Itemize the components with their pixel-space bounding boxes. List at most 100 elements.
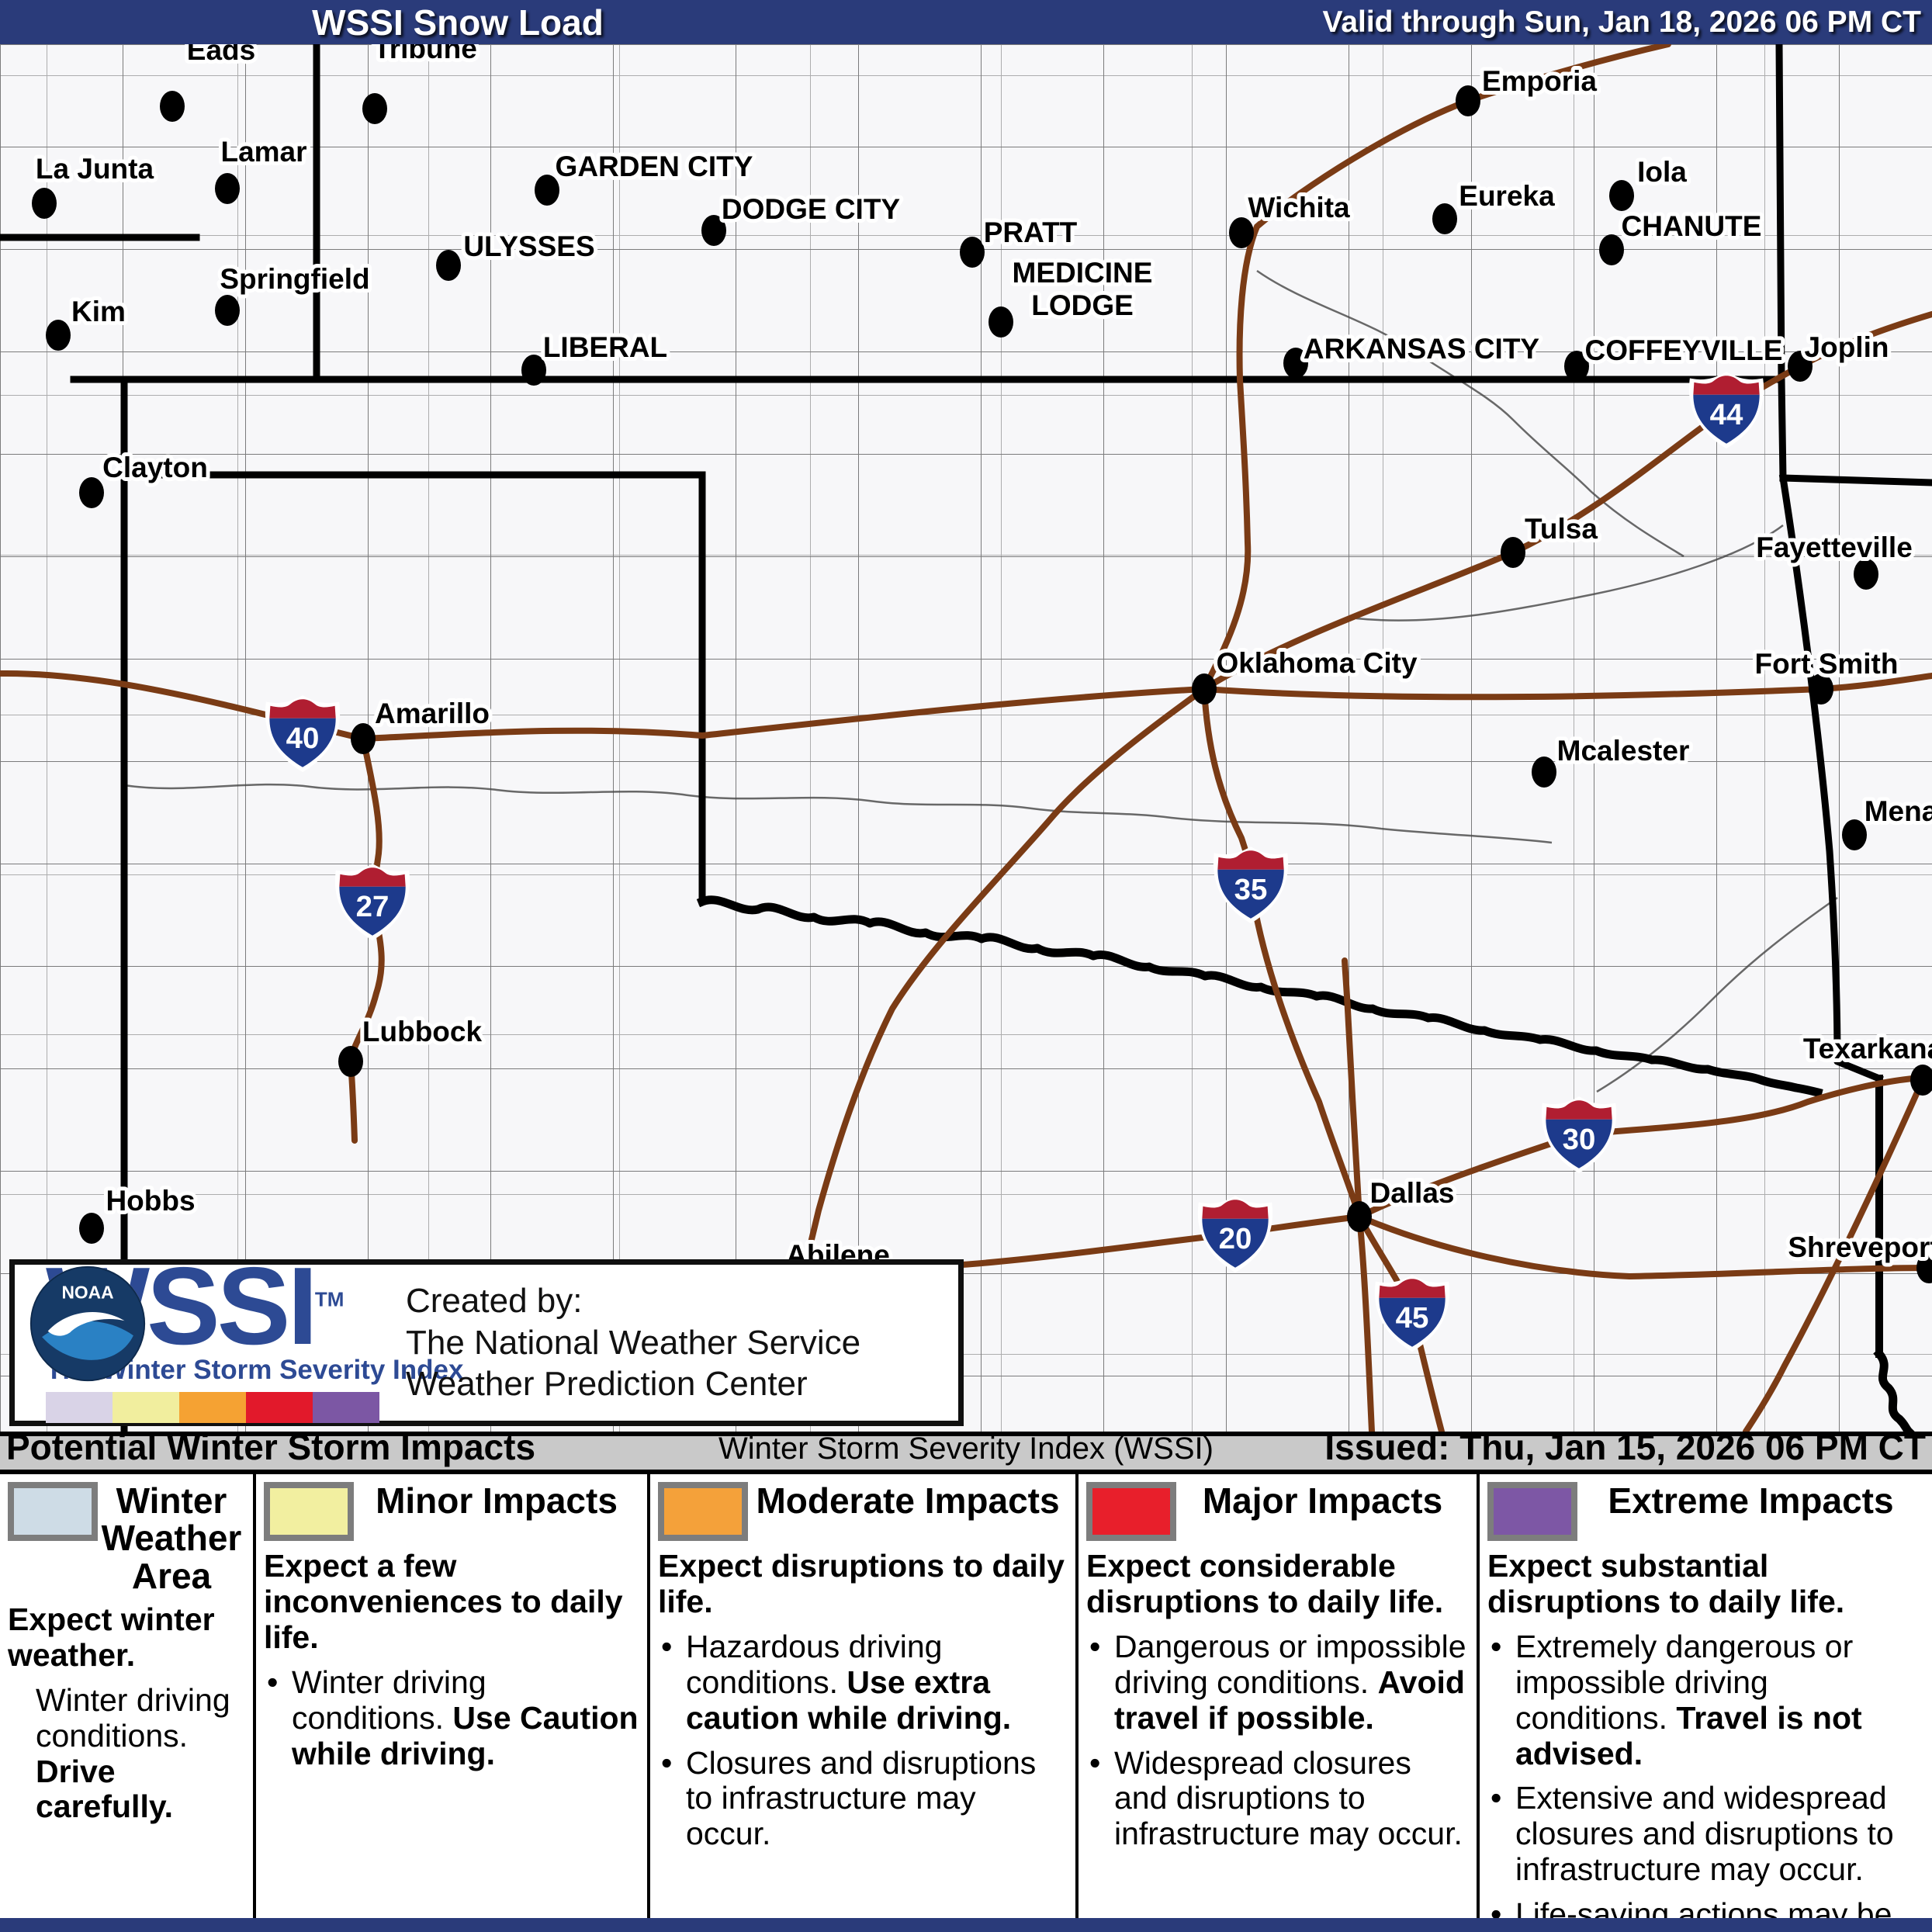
city: Amarillo <box>351 694 493 754</box>
city-dot <box>351 723 376 754</box>
legend-column-major-impacts: Major Impacts Expect considerable disrupt… <box>1079 1474 1480 1918</box>
city-dot <box>1916 1252 1932 1283</box>
city-label: GARDEN CITY <box>556 151 753 182</box>
legend-swatch <box>8 1482 98 1541</box>
legend-item: • Closures and disruptions to infrastruct… <box>658 1744 1068 1853</box>
severity-color-strip <box>46 1392 379 1424</box>
wssi-subtitle: Winter Storm Severity Index (WSSI) <box>718 1432 1214 1466</box>
shield-body-icon <box>1379 1297 1446 1347</box>
bullet-icon: • <box>1089 1628 1101 1664</box>
city: GARDEN CITY <box>535 147 757 206</box>
city: Eads <box>160 44 259 122</box>
interstate-shield: 27 <box>334 864 410 941</box>
legend-intro: Expect substantial disruptions to daily … <box>1487 1548 1845 1619</box>
city-dot <box>960 237 985 268</box>
shield-crown-icon <box>269 699 336 718</box>
city-dot <box>1347 1201 1372 1232</box>
legend-heading-row: Major Impacts <box>1086 1482 1469 1541</box>
city-label: Wichita <box>1248 192 1350 223</box>
city-dot <box>989 306 1013 338</box>
city-label: Mcalester <box>1557 735 1690 767</box>
legend-item-text: Life-saving actions may be needed. <box>1515 1896 1892 1918</box>
legend-item: • Winter driving conditions. Use Caution … <box>264 1664 639 1772</box>
shield-body-icon <box>1693 394 1760 444</box>
city-dot <box>79 477 104 508</box>
city-dot <box>160 91 185 122</box>
city-dot <box>1788 351 1813 382</box>
interstate-shield: 30 <box>1541 1096 1617 1174</box>
city: Hobbs <box>79 1181 199 1244</box>
interstate-number: 40 <box>286 722 320 755</box>
city-label: Tribune <box>373 44 477 64</box>
city-label: ARKANSAS CITY <box>1304 333 1540 365</box>
city: COFFEYVILLE <box>1564 331 1786 382</box>
legend-intro: Expect winter weather. <box>8 1601 215 1673</box>
city: Tribune <box>362 44 481 124</box>
legend-intro: Expect a few inconveniences to daily lif… <box>264 1548 623 1655</box>
legend-item: • Widespread closures and disruptions to … <box>1086 1744 1469 1853</box>
city-label: Fayetteville <box>1756 531 1913 563</box>
city-label: DODGE CITY <box>722 193 901 225</box>
legend-heading-row: Moderate Impacts <box>658 1482 1068 1541</box>
city: Fayetteville <box>1752 528 1916 590</box>
city: PRATT <box>960 213 1082 268</box>
map-area: 44 40 27 35 30 20 45 Eads Tribune La Junta Lamar GA… <box>0 44 1932 1432</box>
shield-body-icon <box>339 886 406 936</box>
city-dot <box>1501 537 1525 568</box>
noaa-logo: NOAA <box>29 1265 146 1382</box>
city: ULYSSES <box>436 227 599 281</box>
city: Oklahoma City <box>1192 643 1421 705</box>
valid-through-text: Valid through Sun, Jan 18, 2026 06 PM CT <box>1322 5 1921 39</box>
legend-item-text: Extensive and widespread closures and di… <box>1515 1780 1894 1888</box>
interstate-shield: 35 <box>1213 847 1289 924</box>
interstate-number: 35 <box>1234 873 1268 906</box>
created-by-block: Created by: The National Weather Service… <box>406 1280 860 1405</box>
severity-color-swatch <box>179 1392 246 1424</box>
city-label: Kim <box>71 296 126 327</box>
legend-item: • Extensive and widespread closures and d… <box>1487 1781 1924 1888</box>
bullet-icon: • <box>267 1664 279 1700</box>
shield-body-icon <box>1546 1119 1612 1169</box>
city-dot <box>338 1046 363 1077</box>
city-dot <box>79 1213 104 1244</box>
city: Joplin <box>1788 327 1892 382</box>
footer-bar <box>0 1918 1932 1932</box>
severity-color-swatch <box>313 1392 379 1424</box>
city: La Junta <box>32 149 158 219</box>
page-title: WSSI Snow Load <box>312 2 604 43</box>
bullet-icon: • <box>1089 1744 1101 1781</box>
road-i35 <box>1200 44 1671 1432</box>
shield-crown-icon <box>339 867 406 887</box>
city-label: Emporia <box>1482 65 1597 97</box>
legend-intro: Expect considerable disruptions to daily… <box>1086 1548 1444 1619</box>
city-dot <box>362 93 387 124</box>
city: MEDICINE LODGE <box>989 253 1156 338</box>
legend-heading: Minor Impacts <box>376 1480 618 1521</box>
city-label: CHANUTE <box>1622 210 1762 242</box>
legend-item-text: Hazardous driving conditions. <box>686 1628 943 1700</box>
road-i30 <box>1356 1074 1932 1220</box>
city: Fort Smith <box>1751 644 1902 705</box>
shield-crown-icon <box>1693 376 1760 395</box>
legend-intro: Expect disruptions to daily life. <box>658 1548 1065 1619</box>
city: CHANUTE <box>1599 206 1765 265</box>
legend-heading-row: Winter Weather Area <box>8 1482 245 1594</box>
legend-item-text: Avoid travel if possible. <box>1114 1664 1465 1736</box>
legend-item-text: Dangerous or impossible driving conditio… <box>1114 1628 1466 1700</box>
legend-item-text: Winter driving conditions. <box>292 1664 486 1736</box>
bullet-icon: • <box>661 1744 673 1781</box>
issued-bar: Potential Winter Storm Impacts Winter St… <box>0 1427 1932 1474</box>
city: DODGE CITY <box>701 189 904 246</box>
legend-item: • Dangerous or impossible driving conditi… <box>1086 1629 1469 1736</box>
header-bar: WSSI Snow Load Valid through Sun, Jan 18… <box>0 0 1932 44</box>
city-dot <box>1432 203 1457 234</box>
impacts-legend: Winter Weather Area Expect winter weather… <box>0 1474 1932 1918</box>
legend-heading: Winter Weather Area <box>101 1480 242 1596</box>
city-dot <box>1599 234 1624 265</box>
legend-column-winter-weather-area: Winter Weather Area Expect winter weather… <box>0 1474 256 1918</box>
city: Dallas <box>1347 1173 1459 1232</box>
city-label: Clayton <box>102 452 208 483</box>
city-dot <box>46 320 71 351</box>
city-dot <box>1456 85 1480 116</box>
